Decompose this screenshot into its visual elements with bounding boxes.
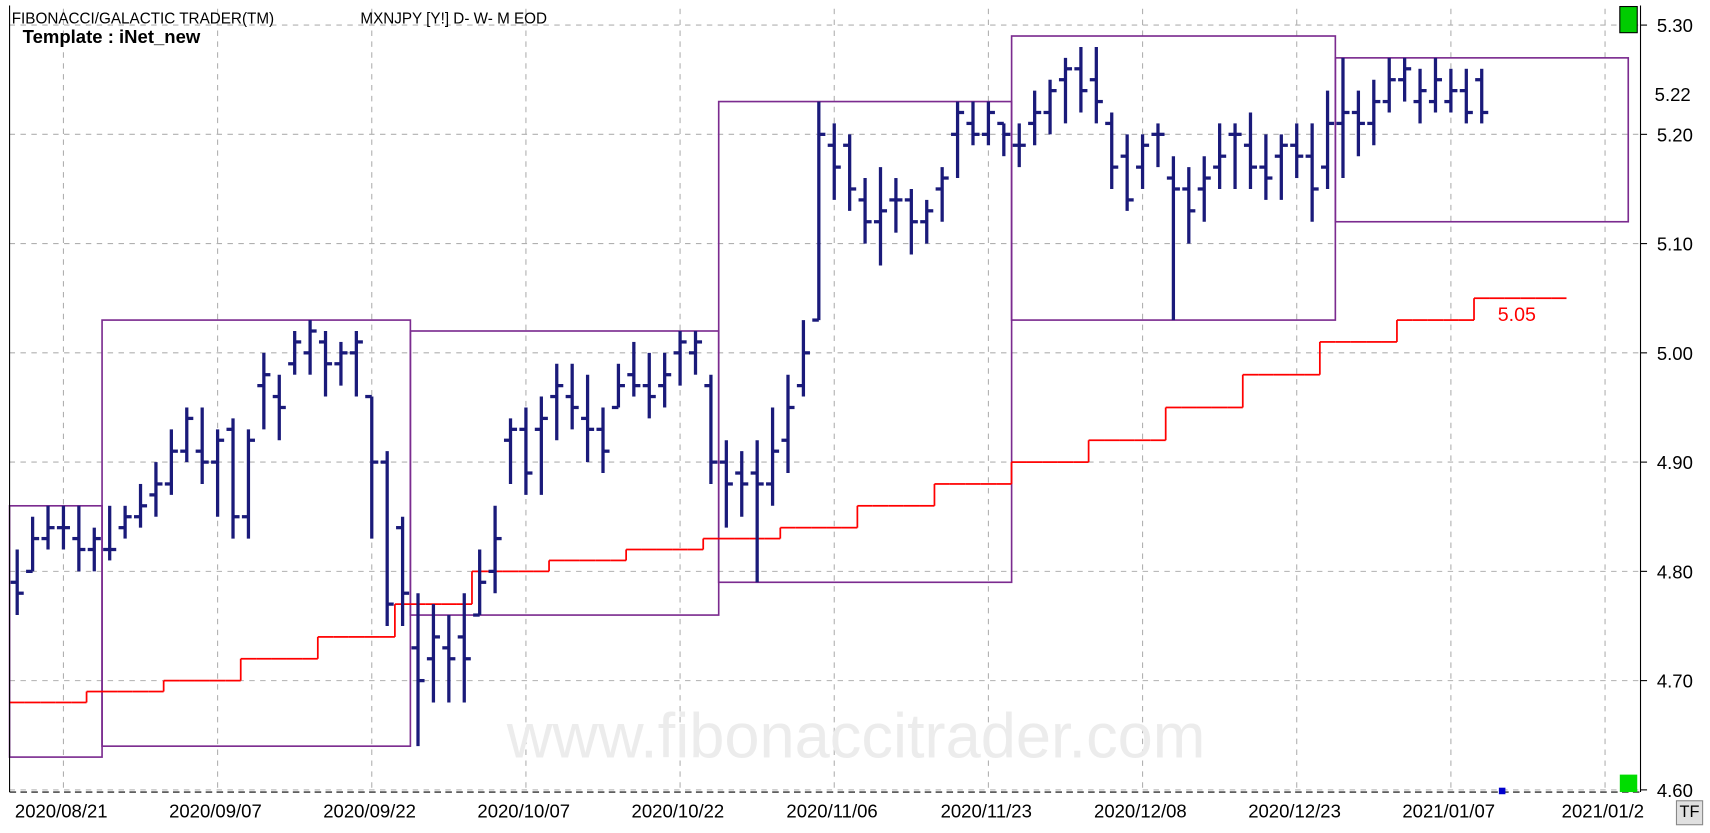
x-tick-label: 2020/11/23 (941, 801, 1032, 822)
chart-subtitle: MXNJPY [Y!] D- W- M EOD (360, 11, 547, 28)
y-tick-label: 5.20 (1657, 124, 1693, 145)
stop-value-label: 5.05 (1498, 304, 1536, 326)
y-tick-label: 4.80 (1657, 561, 1693, 582)
x-tick-label: 2020/12/08 (1094, 801, 1187, 822)
watermark: www.fibonaccitrader.com (506, 702, 1206, 772)
y-tick-label: 4.90 (1657, 452, 1693, 473)
last-price-label: 5.22 (1655, 84, 1691, 105)
x-tick-label: 2020/10/22 (632, 801, 725, 822)
y-tick-label: 4.70 (1657, 671, 1693, 692)
x-tick-label: 2020/08/21 (15, 801, 108, 822)
tf-button-label[interactable]: TF (1680, 803, 1700, 821)
chart-title: FIBONACCI/GALACTIC TRADER(TM) (12, 11, 274, 28)
corner-marker (1619, 774, 1638, 793)
range-box (717, 100, 1013, 584)
x-tick-label: 2021/01/07 (1402, 801, 1495, 822)
template-label: Template : iNet_new (23, 26, 201, 47)
range-box (1334, 57, 1630, 223)
x-tick-label: 2020/09/07 (169, 801, 262, 822)
y-tick-label: 5.30 (1657, 15, 1693, 36)
x-tick-label: 2020/10/07 (477, 801, 570, 822)
y-tick-label: 5.10 (1657, 234, 1693, 255)
x-tick-label: 2020/11/06 (786, 801, 877, 822)
x-tick-label: 2020/09/22 (323, 801, 416, 822)
y-tick-label: 5.00 (1657, 343, 1693, 364)
plot (8, 35, 1630, 758)
y-tick-label: 4.60 (1657, 780, 1693, 801)
x-tick-label: 2021/01/2 (1562, 801, 1644, 822)
x-tick-label: 2020/12/23 (1248, 801, 1341, 822)
time-marker (1498, 787, 1506, 795)
corner-button[interactable] (1619, 5, 1638, 34)
tf-button[interactable] (1675, 800, 1704, 826)
